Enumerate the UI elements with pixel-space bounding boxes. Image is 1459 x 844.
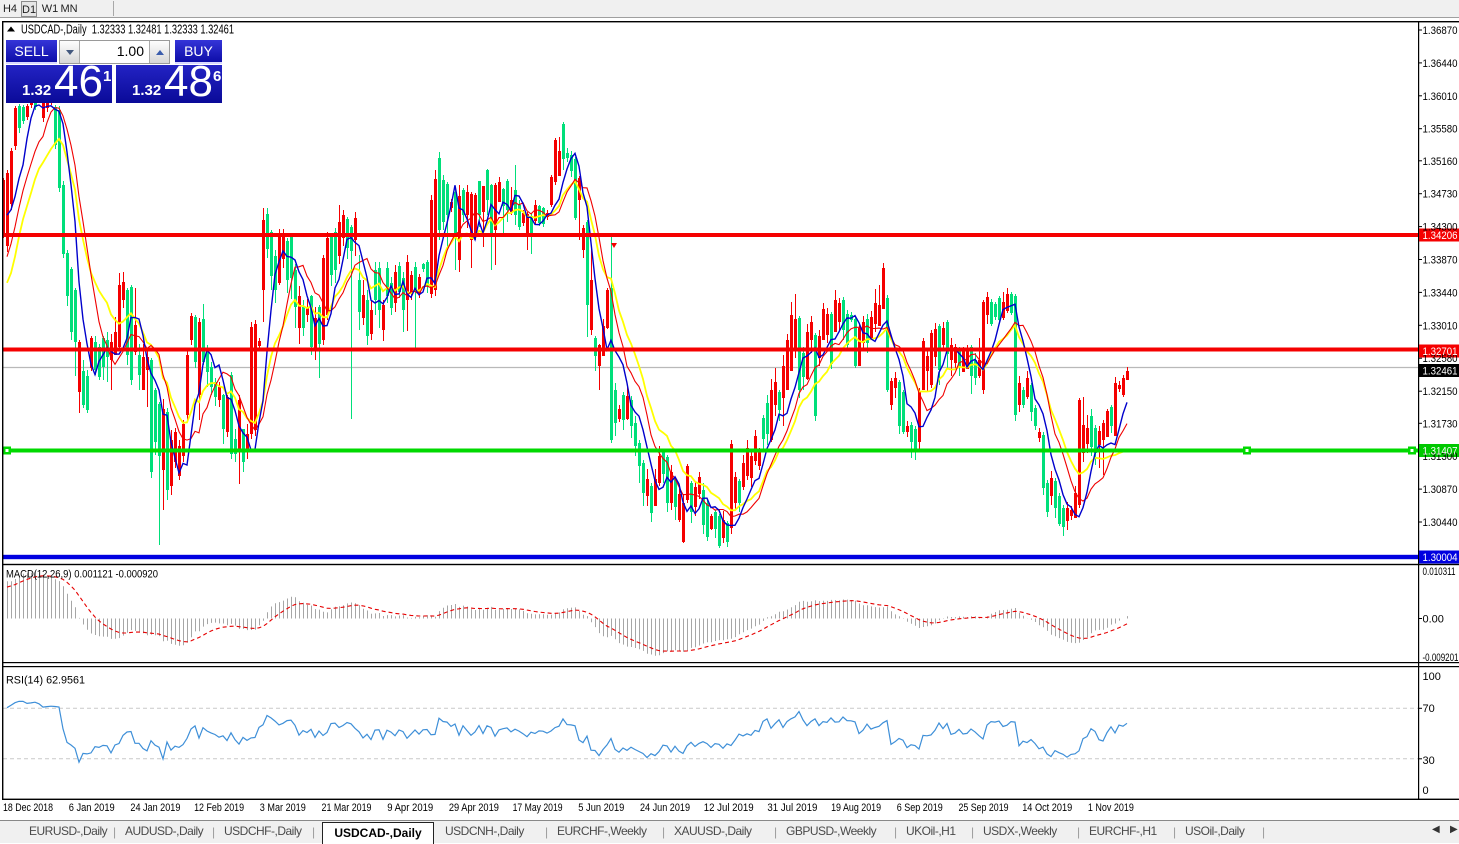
svg-text:6 Sep 2019: 6 Sep 2019 (897, 802, 943, 814)
svg-text:1.32150: 1.32150 (1423, 386, 1458, 398)
svg-text:1.35160: 1.35160 (1423, 156, 1458, 168)
svg-text:14 Oct 2019: 14 Oct 2019 (1022, 802, 1072, 814)
svg-text:0.00: 0.00 (1423, 614, 1444, 626)
svg-text:1.33440: 1.33440 (1423, 287, 1458, 299)
svg-text:USDCAD-,Daily 1.32333 1.32481: USDCAD-,Daily 1.32333 1.32481 1.32333 1.… (21, 23, 234, 37)
svg-text:12 Feb 2019: 12 Feb 2019 (194, 802, 244, 814)
svg-text:-0.009201: -0.009201 (1423, 652, 1459, 664)
svg-text:MACD(12,26,9) 0.001121 -0.0009: MACD(12,26,9) 0.001121 -0.000920 (6, 569, 158, 581)
svg-text:1.30440: 1.30440 (1423, 517, 1458, 529)
svg-text:1.30870: 1.30870 (1423, 484, 1458, 496)
svg-text:1.31407: 1.31407 (1423, 446, 1458, 458)
svg-text:1.31730: 1.31730 (1423, 418, 1458, 430)
svg-text:1.36010: 1.36010 (1423, 91, 1458, 103)
svg-text:1.32461: 1.32461 (1423, 366, 1458, 378)
svg-text:6 Jan 2019: 6 Jan 2019 (69, 802, 115, 814)
svg-text:3 Mar 2019: 3 Mar 2019 (260, 802, 306, 814)
svg-text:1.36440: 1.36440 (1423, 58, 1458, 70)
svg-text:70: 70 (1423, 703, 1435, 715)
svg-text:29 Apr 2019: 29 Apr 2019 (449, 802, 499, 814)
svg-text:1.34206: 1.34206 (1423, 230, 1458, 242)
svg-text:1.33010: 1.33010 (1423, 320, 1458, 332)
svg-text:1.34730: 1.34730 (1423, 189, 1458, 201)
svg-text:19 Aug 2019: 19 Aug 2019 (831, 802, 881, 814)
svg-text:25 Sep 2019: 25 Sep 2019 (959, 802, 1009, 814)
svg-text:12 Jul 2019: 12 Jul 2019 (704, 802, 754, 814)
svg-text:24 Jan 2019: 24 Jan 2019 (130, 802, 180, 814)
svg-text:1.33870: 1.33870 (1423, 255, 1458, 267)
svg-text:RSI(14) 62.9561: RSI(14) 62.9561 (6, 675, 85, 687)
svg-text:100: 100 (1423, 671, 1441, 683)
svg-text:1.31300: 1.31300 (1423, 451, 1458, 463)
svg-text:9 Apr 2019: 9 Apr 2019 (387, 802, 433, 814)
svg-text:0: 0 (1423, 785, 1429, 797)
svg-text:21 Mar 2019: 21 Mar 2019 (322, 802, 372, 814)
svg-text:30: 30 (1423, 755, 1435, 767)
svg-text:1.30004: 1.30004 (1423, 552, 1458, 564)
svg-text:17 May 2019: 17 May 2019 (513, 802, 563, 814)
svg-text:1.35580: 1.35580 (1423, 124, 1458, 136)
svg-text:24 Jun 2019: 24 Jun 2019 (640, 802, 690, 814)
svg-text:5 Jun 2019: 5 Jun 2019 (578, 802, 624, 814)
svg-text:1.32701: 1.32701 (1423, 346, 1458, 358)
svg-text:1.36870: 1.36870 (1423, 25, 1458, 37)
svg-text:31 Jul 2019: 31 Jul 2019 (767, 802, 817, 814)
svg-text:1 Nov 2019: 1 Nov 2019 (1088, 802, 1134, 814)
svg-text:1.34300: 1.34300 (1423, 222, 1458, 234)
svg-text:18 Dec 2018: 18 Dec 2018 (3, 802, 53, 814)
svg-text:0.010311: 0.010311 (1423, 566, 1456, 578)
svg-text:1.32580: 1.32580 (1423, 353, 1458, 365)
